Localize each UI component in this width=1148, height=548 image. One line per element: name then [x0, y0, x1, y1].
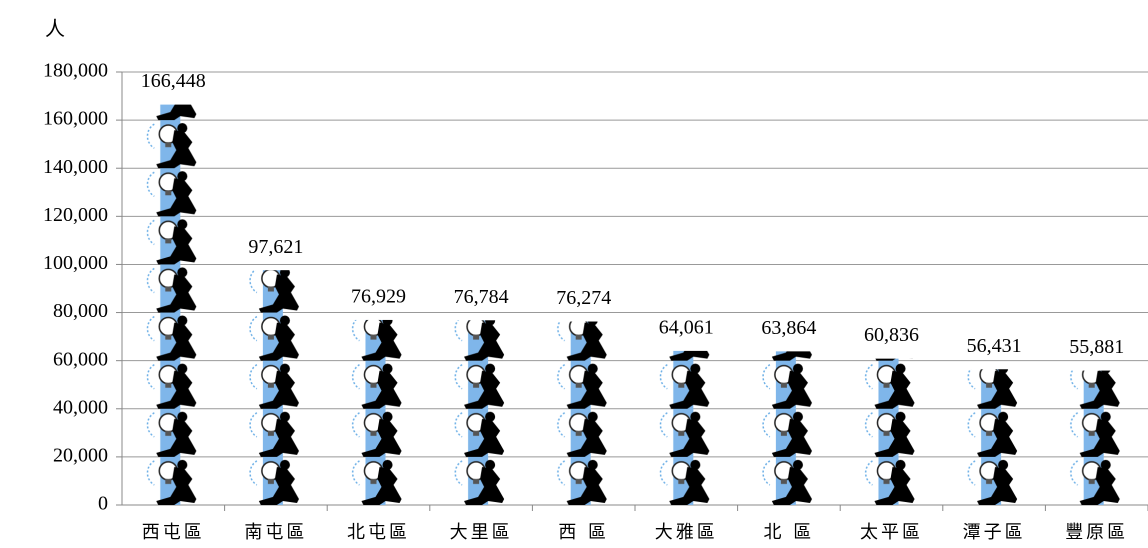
y-tick-label: 140,000	[43, 156, 108, 178]
x-tick-label: 大雅區	[655, 522, 718, 543]
value-label: 76,274	[556, 287, 611, 309]
value-label: 166,448	[141, 70, 206, 92]
pictograph-bar	[451, 320, 512, 505]
x-tick-label: 西 區	[558, 522, 609, 543]
y-tick-label: 100,000	[43, 252, 108, 274]
x-tick-label: 太平區	[860, 522, 923, 543]
y-tick-label: 160,000	[43, 108, 108, 130]
value-label: 64,061	[659, 316, 714, 338]
y-axis-label: 人	[45, 17, 65, 41]
y-tick-label: 0	[98, 493, 108, 515]
y-tick-label: 20,000	[53, 444, 108, 466]
x-tick-label: 豐原區	[1065, 522, 1128, 543]
value-label: 76,929	[351, 286, 406, 308]
x-tick-label: 南屯區	[244, 522, 307, 543]
y-tick-label: 60,000	[53, 348, 108, 370]
value-label: 97,621	[248, 236, 303, 258]
value-label: 60,836	[864, 324, 919, 346]
y-tick-label: 80,000	[53, 300, 108, 322]
pictograph-bar	[758, 351, 819, 505]
x-tick-label: 北 區	[764, 522, 815, 543]
x-tick-label: 西屯區	[142, 522, 205, 543]
value-label: 56,431	[967, 335, 1022, 357]
pictograph-bar	[348, 319, 409, 505]
value-label: 63,864	[761, 317, 816, 339]
pictograph-bar	[861, 358, 922, 505]
value-label: 76,784	[454, 286, 509, 308]
pictograph-bar	[245, 270, 306, 505]
pictograph-bar	[964, 369, 1025, 505]
pictograph-bar	[1066, 370, 1127, 505]
y-tick-label: 180,000	[43, 60, 108, 82]
y-tick-label: 40,000	[53, 396, 108, 418]
x-tick-label: 潭子區	[963, 522, 1026, 543]
pictograph-bar	[143, 104, 204, 505]
y-tick-label: 120,000	[43, 204, 108, 226]
value-label: 55,881	[1069, 336, 1124, 358]
pictograph-bar	[656, 350, 717, 505]
pictograph-bar	[553, 321, 614, 505]
x-tick-label: 大里區	[450, 522, 513, 543]
x-tick-label: 北屯區	[347, 522, 410, 543]
